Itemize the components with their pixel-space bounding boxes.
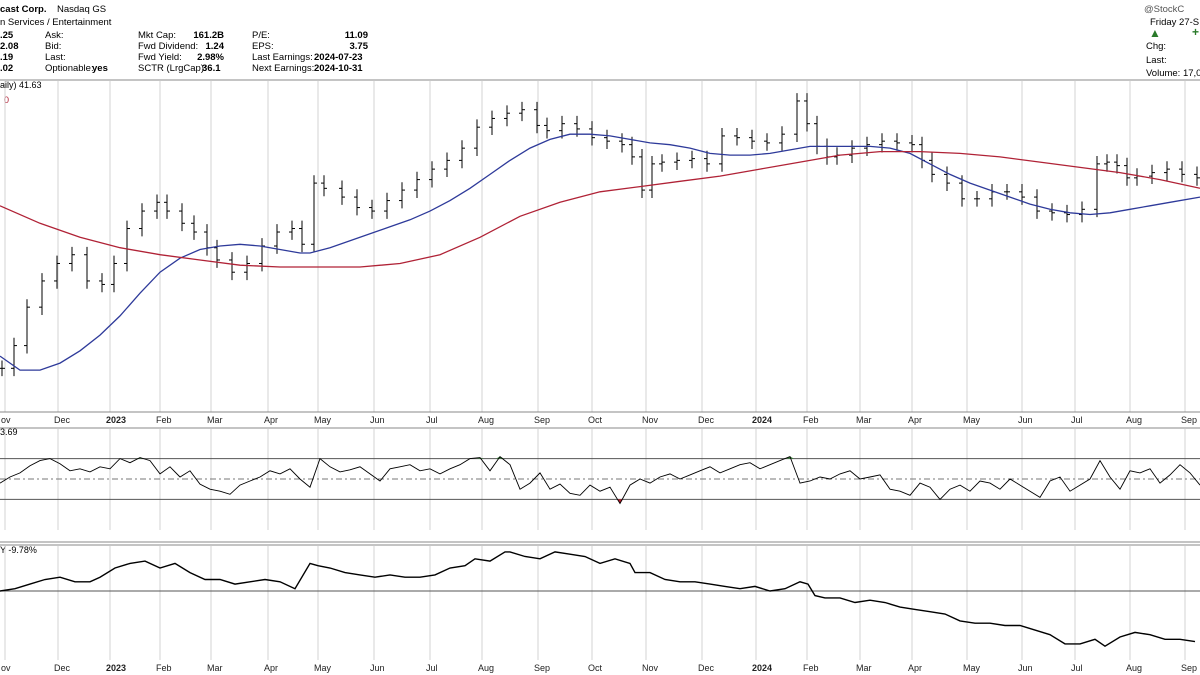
ask-label: Ask:: [45, 30, 64, 41]
date-label: Friday 27-S: [1150, 17, 1200, 28]
x-tick-label: Nov: [642, 415, 659, 425]
x-tick-label: Feb: [156, 663, 172, 673]
plus-icon: +: [1192, 25, 1200, 39]
x-tick-label: Jun: [370, 415, 385, 425]
ma-legend: 0: [4, 95, 10, 105]
company-title: cast Corp.: [0, 4, 47, 15]
x-tick-label: Jul: [1071, 663, 1083, 673]
rsi-legend: 3.69: [0, 427, 18, 437]
x-tick-label: Mar: [856, 663, 872, 673]
fwddiv-label: Fwd Dividend:: [138, 41, 199, 52]
x-tick-label: ov: [1, 663, 11, 673]
x-tick-label: Feb: [803, 663, 819, 673]
x-tick-label: Jul: [1071, 415, 1083, 425]
relative-legend: Y -9.78%: [0, 545, 37, 555]
x-tick-label: Sep: [534, 663, 550, 673]
x-tick-label: 2024: [752, 663, 772, 673]
optionable-row-value: .02: [0, 63, 14, 74]
eps-label: EPS:: [252, 41, 274, 52]
last-label: Last:: [45, 52, 66, 63]
x-tick-label: Dec: [54, 663, 71, 673]
x-tick-label: Apr: [264, 415, 278, 425]
x-tick-label: Jun: [1018, 663, 1033, 673]
x-tick-label: Dec: [698, 663, 715, 673]
x-tick-label: Aug: [1126, 663, 1142, 673]
x-tick-label: May: [963, 663, 981, 673]
x-tick-label: Aug: [478, 663, 494, 673]
relative-performance-line: [0, 551, 1196, 648]
x-tick-label: Jun: [370, 663, 385, 673]
bid-label: Bid:: [45, 41, 62, 52]
last-value: .19: [0, 52, 14, 63]
up-arrow-icon: ▲: [1149, 26, 1161, 40]
x-tick-label: Apr: [908, 415, 922, 425]
mktcap-value: 161.2B: [193, 30, 224, 41]
fwdyield-value: 2.98%: [197, 52, 224, 63]
x-tick-label: Oct: [588, 415, 603, 425]
x-tick-label: Mar: [207, 415, 223, 425]
quote-header: cast Corp. Nasdaq GS n Services / Entert…: [0, 0, 1200, 80]
x-tick-label: Dec: [54, 415, 71, 425]
exchange-label: Nasdaq GS: [57, 4, 107, 15]
ma50-line: [0, 133, 1200, 371]
ask-value: .25: [0, 30, 14, 41]
x-tick-label: May: [963, 415, 981, 425]
mktcap-label: Mkt Cap:: [138, 30, 177, 41]
x-tick-label: Jul: [426, 415, 438, 425]
x-tick-label: Jul: [426, 663, 438, 673]
x-tick-label: Apr: [264, 663, 278, 673]
x-tick-label: ov: [1, 415, 11, 425]
ma200-line: [0, 150, 1200, 268]
chg-label: Chg:: [1146, 41, 1167, 52]
x-tick-label: Sep: [1181, 663, 1197, 673]
sctr-value: 36.1: [202, 63, 221, 74]
sctr-label: SCTR (LrgCap):: [138, 63, 207, 74]
x-tick-label: Aug: [1126, 415, 1142, 425]
x-tick-label: 2023: [106, 415, 126, 425]
x-tick-label: 2024: [752, 415, 772, 425]
last-earnings-value: 2024-07-23: [314, 52, 363, 63]
optionable-value: yes: [92, 63, 108, 74]
x-tick-label: Feb: [803, 415, 819, 425]
x-tick-label: Aug: [478, 415, 494, 425]
fwdyield-label: Fwd Yield:: [138, 52, 182, 63]
x-tick-label: Dec: [698, 415, 715, 425]
x-tick-label: Apr: [908, 663, 922, 673]
pe-label: P/E:: [252, 30, 270, 41]
x-tick-label: May: [314, 415, 332, 425]
x-tick-label: Sep: [1181, 415, 1197, 425]
bid-value: 2.08: [0, 41, 19, 52]
x-tick-label: Sep: [534, 415, 550, 425]
price-legend: aily) 41.63: [0, 80, 42, 90]
x-tick-label: Mar: [207, 663, 223, 673]
pe-value: 11.09: [344, 30, 368, 41]
fwddiv-value: 1.24: [205, 41, 225, 52]
watermark-logo: @StockC: [1144, 4, 1185, 15]
x-tick-label: Mar: [856, 415, 872, 425]
next-earnings-label: Next Earnings:: [252, 63, 315, 74]
x-tick-label: Jun: [1018, 415, 1033, 425]
x-tick-label: Feb: [156, 415, 172, 425]
rsi-line: [0, 455, 1200, 505]
eps-value: 3.75: [349, 41, 369, 52]
x-tick-label: May: [314, 663, 332, 673]
optionable-label: Optionable:: [45, 63, 94, 74]
x-tick-label: 2023: [106, 663, 126, 673]
industry-label: n Services / Entertainment: [0, 17, 112, 28]
x-tick-label: Oct: [588, 663, 603, 673]
last-earnings-label: Last Earnings:: [252, 52, 313, 63]
last-right-label: Last:: [1146, 55, 1167, 66]
next-earnings-value: 2024-10-31: [314, 63, 363, 74]
x-tick-label: Nov: [642, 663, 659, 673]
volume-label: Volume: 17,0: [1146, 68, 1200, 79]
